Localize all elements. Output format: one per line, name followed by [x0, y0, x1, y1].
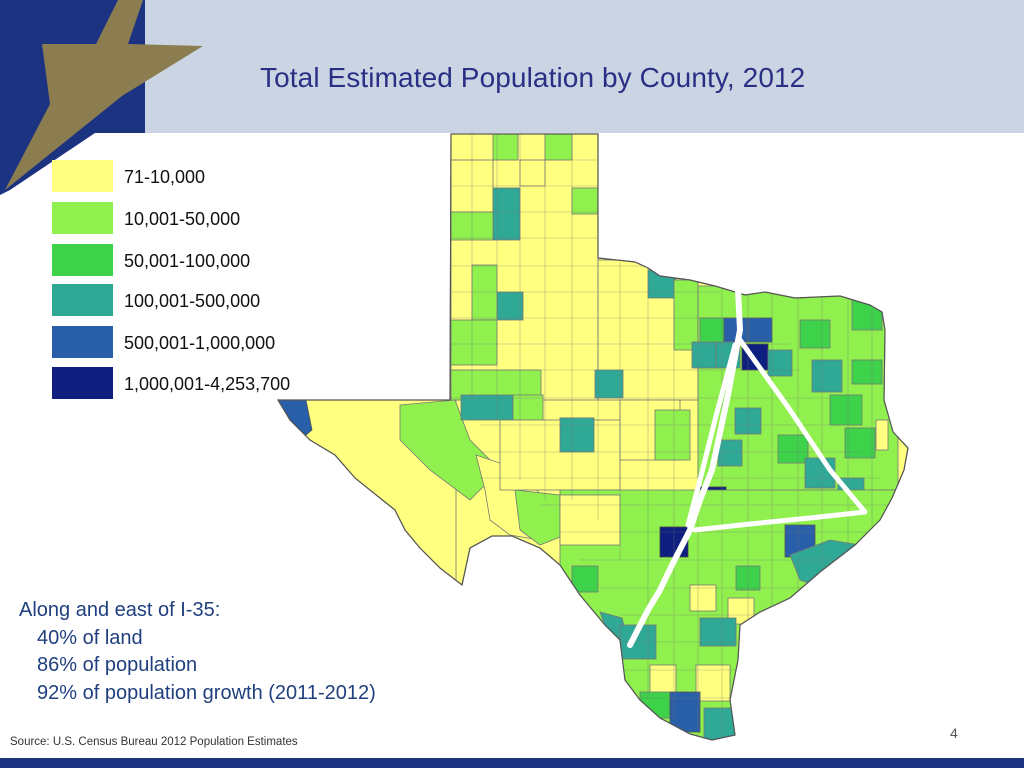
legend-swatch	[52, 160, 113, 192]
legend-label: 10,001-50,000	[124, 209, 241, 229]
i35-west-line	[685, 342, 738, 528]
i35-triangle-overlay	[627, 287, 868, 648]
slide-number: 4	[950, 725, 958, 741]
county-region	[571, 565, 599, 593]
county-region	[471, 264, 498, 321]
legend-label: 50,001-100,000	[124, 251, 251, 271]
county-region	[544, 134, 573, 161]
county-region	[496, 291, 524, 321]
county-region	[460, 394, 514, 421]
legend-label: 71-10,000	[124, 167, 206, 187]
county-region	[829, 394, 863, 426]
county-region	[571, 187, 599, 215]
callout-line-population: 86% of population	[37, 654, 198, 676]
county-region	[512, 394, 544, 421]
legend-swatch	[52, 284, 113, 316]
county-region	[559, 494, 621, 546]
county-region	[691, 341, 717, 369]
legend-swatch	[52, 244, 113, 276]
county-region	[699, 317, 725, 347]
footer-bar	[0, 758, 1024, 768]
county-region	[777, 434, 809, 464]
county-region	[844, 427, 876, 459]
county-region	[647, 269, 677, 299]
i35-callout: Along and east of I-35: 40% of land 86% …	[19, 597, 376, 707]
header-band	[0, 0, 1024, 133]
county-region	[851, 359, 883, 385]
county-region	[747, 317, 773, 343]
legend-swatch	[52, 367, 113, 399]
county-region	[654, 409, 691, 461]
texas-state-outline	[276, 133, 909, 741]
county-region	[717, 439, 743, 467]
callout-line-land: 40% of land	[37, 626, 143, 649]
county-region	[699, 617, 737, 647]
legend-swatch	[52, 326, 113, 358]
county-region	[689, 584, 717, 612]
county-region	[767, 349, 793, 377]
county-region	[811, 359, 843, 393]
county-region	[559, 417, 595, 453]
county-region	[875, 419, 889, 451]
source-note: Source: U.S. Census Bureau 2012 Populati…	[10, 736, 298, 748]
county-region	[799, 319, 831, 349]
legend-label: 100,001-500,000	[124, 291, 261, 311]
legend-label: 1,000,001-4,253,700	[124, 374, 291, 394]
county-region	[514, 489, 566, 546]
logo-star-shape	[5, 0, 203, 190]
county-region	[695, 664, 731, 702]
county-regions	[278, 134, 901, 740]
texas-county-map	[276, 133, 909, 741]
callout-line-growth: 92% of population growth (2011-2012)	[37, 681, 376, 704]
county-region	[649, 664, 677, 694]
callout-heading: Along and east of I-35:	[19, 599, 221, 621]
legend-label: 500,001-1,000,000	[124, 333, 276, 353]
legend-swatch	[52, 202, 113, 234]
county-region	[594, 369, 624, 399]
star-logo-icon	[0, 0, 203, 195]
county-region	[673, 279, 699, 351]
i35-east-line	[692, 337, 868, 533]
county-region	[278, 399, 313, 441]
page-title: Total Estimated Population by County, 20…	[260, 62, 806, 93]
county-region	[519, 159, 546, 187]
i35-highway-line	[627, 287, 743, 648]
county-region	[450, 319, 498, 366]
